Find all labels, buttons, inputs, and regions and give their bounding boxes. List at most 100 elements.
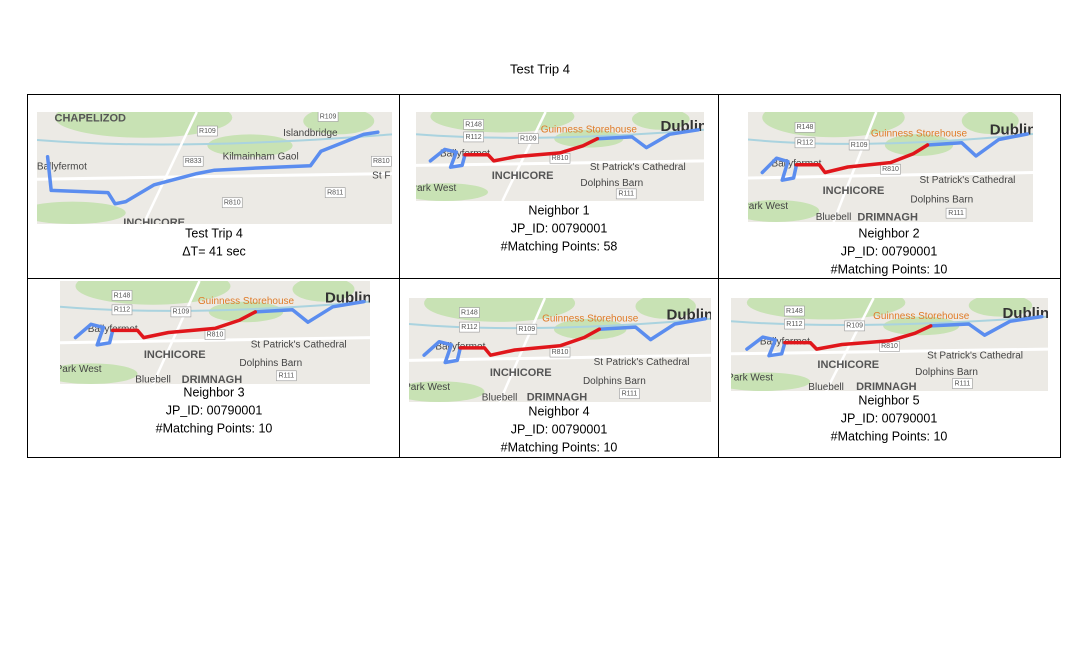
road xyxy=(37,172,392,181)
road-badge xyxy=(615,188,637,200)
river xyxy=(60,300,370,312)
map-label: R112 xyxy=(797,140,813,147)
park xyxy=(60,363,138,384)
caption-line: JP_ID: 00790001 xyxy=(511,422,608,436)
map-label: INCHICORE xyxy=(492,170,554,182)
road-badge xyxy=(794,137,816,149)
map-label: R109 xyxy=(520,136,537,143)
map-content: CHAPELIZOD R109 R109 Islandbridge Ballyfermo… xyxy=(37,112,392,229)
map-label: R148 xyxy=(461,309,478,316)
road-badge xyxy=(463,131,484,143)
caption-line: JP_ID: 00790001 xyxy=(511,221,608,235)
matched-route xyxy=(458,327,602,357)
map-label: Dolphins Barn xyxy=(915,367,978,378)
map-label: Park West xyxy=(742,201,788,212)
map-label: St Patrick's Cathedral xyxy=(590,162,686,173)
river xyxy=(37,133,392,146)
map-label: R112 xyxy=(461,324,477,331)
road-badge xyxy=(275,370,297,382)
park xyxy=(635,298,696,319)
caption-line: JP_ID: 00790001 xyxy=(841,244,938,258)
river xyxy=(748,133,1033,145)
map-label: Park West xyxy=(410,183,456,194)
map-label: Guinness Storehouse xyxy=(198,296,295,307)
map-label: R810 xyxy=(373,158,390,165)
map-label: R148 xyxy=(786,308,803,315)
road xyxy=(409,353,711,362)
river xyxy=(731,315,1048,327)
map-label: DRIMNAGH xyxy=(527,392,588,404)
map-label: INCHICORE xyxy=(490,367,552,379)
caption-line: Neighbor 4 xyxy=(528,404,589,418)
map-label: R811 xyxy=(327,189,343,196)
trip-route xyxy=(745,335,787,358)
trip-route xyxy=(595,128,700,150)
map-label: Islandbridge xyxy=(283,128,338,139)
caption-line: Neighbor 3 xyxy=(183,385,244,399)
caption-line: #Matching Points: 10 xyxy=(831,262,948,276)
map-label: R148 xyxy=(114,292,131,299)
road-badge xyxy=(784,305,805,317)
map-label: Park West xyxy=(56,364,102,375)
map-label: Kilmainham Gaol xyxy=(223,151,299,162)
park xyxy=(37,201,126,224)
road xyxy=(142,112,198,224)
trip-route xyxy=(428,147,467,169)
road-badge xyxy=(784,318,805,330)
map-label: R810 xyxy=(552,349,569,356)
trip-route xyxy=(928,314,1044,337)
map-label: Guinness Storehouse xyxy=(541,124,638,135)
map-label: R109 xyxy=(518,326,535,333)
matched-route xyxy=(110,310,258,340)
map-label: R112 xyxy=(786,321,802,328)
map-label: Bluebell xyxy=(808,382,844,393)
map-label: R111 xyxy=(622,391,638,398)
map-label: Park West xyxy=(727,373,773,384)
trip-route xyxy=(925,132,1030,158)
road-badge xyxy=(952,378,973,389)
caption-line: #Matching Points: 58 xyxy=(501,239,618,253)
map-label: R112 xyxy=(114,307,130,314)
park xyxy=(748,200,820,222)
matched-route xyxy=(463,136,600,163)
matched-route xyxy=(794,143,930,175)
road-badge xyxy=(317,112,339,122)
caption-line: Test Trip 4 xyxy=(185,226,243,240)
road-badge xyxy=(371,155,392,167)
map-label: Dolphins Barn xyxy=(580,178,643,189)
map-label: Guinness Storehouse xyxy=(542,313,639,324)
map-label: INCHICORE xyxy=(144,349,206,361)
map-label: DRIMNAGH xyxy=(856,381,917,393)
road-badge xyxy=(794,122,816,133)
matched-route xyxy=(783,324,933,351)
caption-line: Neighbor 5 xyxy=(858,393,919,407)
road-badge xyxy=(182,155,204,167)
road-badge xyxy=(111,304,133,316)
road-badge xyxy=(459,307,480,318)
map-label: R833 xyxy=(185,158,202,165)
map-label: R109 xyxy=(851,142,868,149)
road-badge xyxy=(197,125,218,137)
caption-line: #Matching Points: 10 xyxy=(156,421,273,435)
map-label: INCHICORE xyxy=(123,217,185,229)
caption-line: JP_ID: 00790001 xyxy=(166,403,263,417)
map-image: CHAPELIZOD R109 R109 Islandbridge Ballyfermo… xyxy=(37,112,392,229)
map-label: St Patrick's Cathedral xyxy=(920,175,1016,186)
trip-route xyxy=(760,156,799,182)
table-grid xyxy=(27,94,1061,458)
map-label: Bluebell xyxy=(482,392,518,403)
map-label: R148 xyxy=(465,121,482,128)
river xyxy=(416,128,704,139)
park xyxy=(632,112,690,130)
map-label: St Patrick's Cathedral xyxy=(594,357,690,368)
map-label: Guinness Storehouse xyxy=(873,311,970,322)
